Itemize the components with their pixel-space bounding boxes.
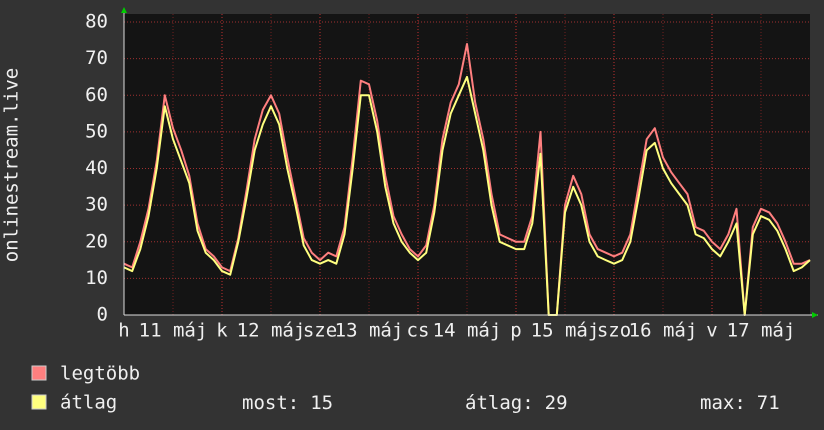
y-tick-label: 20	[85, 230, 108, 252]
x-tick-label: szo	[597, 320, 631, 342]
x-tick-label: 12 máj	[237, 320, 306, 342]
stat: átlag: 29	[465, 392, 568, 414]
stat: max: 71	[700, 392, 780, 414]
y-tick-label: 60	[85, 84, 108, 106]
x-tick-label: 17 máj	[727, 320, 796, 342]
x-tick-label: 15 máj	[531, 320, 600, 342]
y-tick-label: 70	[85, 47, 108, 69]
y-tick-label: 80	[85, 11, 108, 33]
x-tick-label: v	[706, 320, 717, 342]
stat-label: max:	[700, 392, 746, 414]
x-tick-label: 11 máj	[139, 320, 208, 342]
x-tick-label: 13 máj	[335, 320, 404, 342]
stat-value: 29	[545, 392, 568, 414]
legend-swatch	[31, 394, 47, 410]
x-tick-label: k	[216, 320, 228, 342]
legend-swatch	[31, 365, 47, 381]
axis-arrow	[121, 7, 127, 13]
stat-label: átlag:	[465, 392, 534, 414]
legend-label: legtöbb	[60, 363, 140, 385]
legend-label: átlag	[60, 392, 117, 414]
y-tick-label: 0	[97, 304, 108, 326]
stat: most: 15	[242, 392, 333, 414]
y-tick-label: 50	[85, 120, 108, 142]
stat-value: 71	[757, 392, 780, 414]
x-tick-label: 14 máj	[433, 320, 502, 342]
y-tick-label: 10	[85, 267, 108, 289]
y-axis-label: onlinestream.live	[1, 68, 23, 262]
x-tick-label: p	[510, 320, 521, 342]
stat-label: most:	[242, 392, 299, 414]
axis-arrow	[812, 312, 818, 318]
x-tick-label: sze	[303, 320, 337, 342]
y-tick-label: 30	[85, 194, 108, 216]
x-tick-label: h	[118, 320, 129, 342]
stat-value: 15	[310, 392, 333, 414]
y-tick-label: 40	[85, 157, 108, 179]
x-tick-label: 16 máj	[629, 320, 698, 342]
series-line	[123, 75, 811, 316]
x-tick-label: cs	[407, 320, 430, 342]
